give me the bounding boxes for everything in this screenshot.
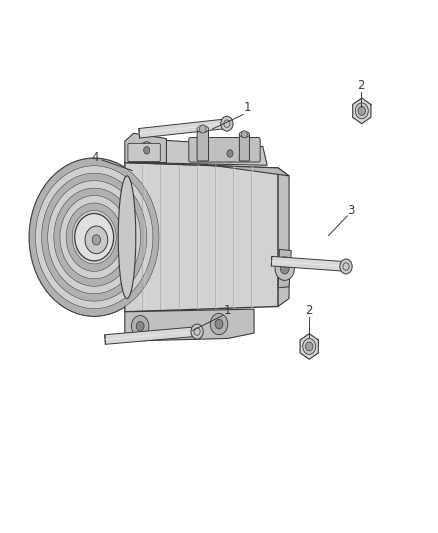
Circle shape <box>136 321 144 331</box>
FancyBboxPatch shape <box>240 133 250 161</box>
Circle shape <box>144 147 150 154</box>
Circle shape <box>227 150 233 157</box>
Text: 2: 2 <box>357 79 365 92</box>
Ellipse shape <box>35 166 153 309</box>
Ellipse shape <box>60 196 128 279</box>
Circle shape <box>215 319 223 329</box>
Ellipse shape <box>85 226 108 254</box>
Circle shape <box>199 125 206 133</box>
FancyBboxPatch shape <box>128 143 160 161</box>
Circle shape <box>131 316 149 337</box>
Text: 4: 4 <box>92 151 99 164</box>
Text: 3: 3 <box>347 204 354 217</box>
Text: 1: 1 <box>224 304 232 317</box>
Polygon shape <box>105 327 198 344</box>
Polygon shape <box>278 168 289 306</box>
Polygon shape <box>125 133 166 163</box>
Ellipse shape <box>75 214 113 261</box>
Polygon shape <box>300 334 318 359</box>
Text: 2: 2 <box>305 304 313 317</box>
Circle shape <box>355 103 368 119</box>
Ellipse shape <box>240 131 249 138</box>
Circle shape <box>210 313 228 335</box>
Polygon shape <box>139 119 227 138</box>
Ellipse shape <box>78 218 110 256</box>
Polygon shape <box>125 155 289 176</box>
Ellipse shape <box>29 158 159 316</box>
Polygon shape <box>353 98 371 124</box>
Circle shape <box>275 257 294 280</box>
Ellipse shape <box>92 235 101 245</box>
Ellipse shape <box>66 203 122 271</box>
Circle shape <box>306 342 313 351</box>
Circle shape <box>340 259 352 274</box>
Circle shape <box>241 131 247 138</box>
Polygon shape <box>278 249 291 288</box>
FancyBboxPatch shape <box>189 138 260 162</box>
Polygon shape <box>125 309 254 341</box>
Circle shape <box>303 338 316 354</box>
Ellipse shape <box>29 158 159 316</box>
Polygon shape <box>271 256 346 271</box>
FancyBboxPatch shape <box>197 128 208 161</box>
Circle shape <box>223 145 237 162</box>
Circle shape <box>221 116 233 131</box>
Ellipse shape <box>197 125 208 133</box>
Circle shape <box>358 107 365 115</box>
Ellipse shape <box>54 188 134 286</box>
Ellipse shape <box>42 173 147 301</box>
Circle shape <box>191 324 203 339</box>
Circle shape <box>280 263 289 274</box>
Polygon shape <box>125 163 278 312</box>
Polygon shape <box>134 139 267 165</box>
Circle shape <box>140 142 154 159</box>
Ellipse shape <box>48 181 141 294</box>
Ellipse shape <box>118 176 136 298</box>
Ellipse shape <box>72 211 116 264</box>
Text: 1: 1 <box>244 101 251 114</box>
